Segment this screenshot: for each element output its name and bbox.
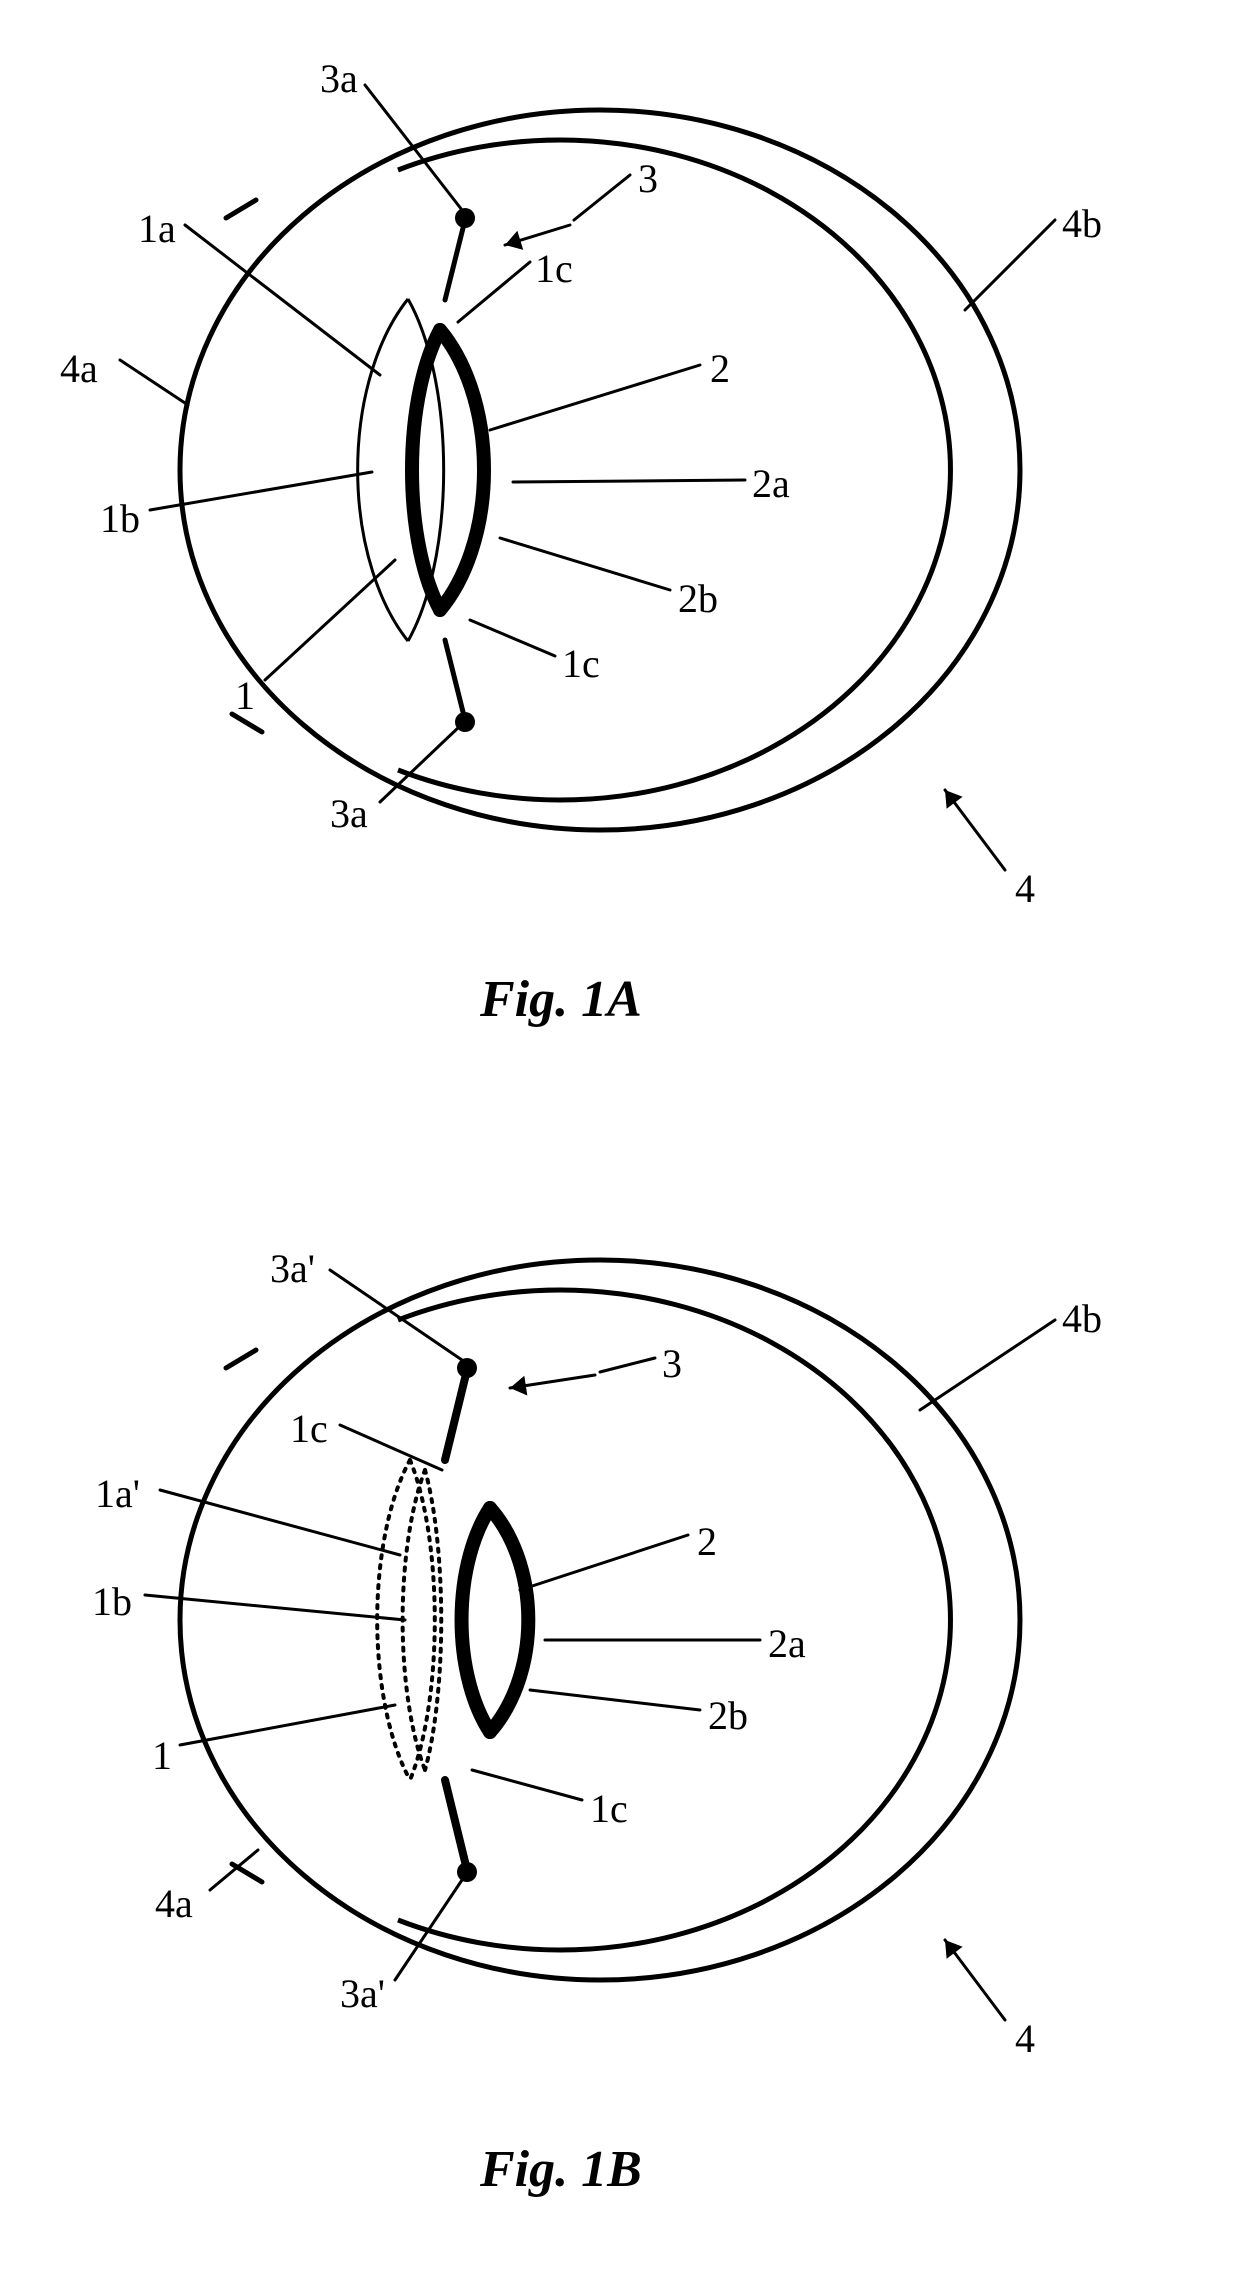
figB-lbl-4b: 4b bbox=[1062, 1295, 1102, 1342]
figB-lbl-3ap-top: 3a' bbox=[270, 1245, 315, 1292]
leader-1c-top bbox=[458, 262, 530, 322]
figB-lbl-4a: 4a bbox=[155, 1880, 193, 1927]
figB-lbl-1: 1 bbox=[152, 1732, 172, 1779]
figB-lbl-2a: 2a bbox=[768, 1620, 806, 1667]
leader-1a bbox=[185, 225, 380, 375]
figB-lbl-4: 4 bbox=[1015, 2015, 1035, 2062]
figA-lbl-1b: 1b bbox=[100, 495, 140, 542]
diagram-svg bbox=[0, 0, 1240, 2274]
figB-caption: Fig. 1B bbox=[480, 2140, 642, 2199]
leader-4b bbox=[920, 1320, 1055, 1410]
figB-lbl-3: 3 bbox=[662, 1340, 682, 1387]
leader-3a-top bbox=[365, 85, 462, 210]
figA-lbl-2: 2 bbox=[710, 345, 730, 392]
figB-lbl-2: 2 bbox=[697, 1518, 717, 1565]
leader-3 bbox=[574, 175, 630, 220]
figB-lbl-1ap: 1a' bbox=[95, 1470, 140, 1517]
leader-2b bbox=[500, 538, 670, 590]
figA-lbl-1a: 1a bbox=[138, 205, 176, 252]
leader-3 bbox=[600, 1358, 655, 1372]
figA-lbl-4a: 4a bbox=[60, 345, 98, 392]
figA-lbl-1c-bot: 1c bbox=[562, 640, 600, 687]
leader-2b bbox=[530, 1690, 700, 1710]
figA-lbl-3a-bot: 3a bbox=[330, 790, 368, 837]
leader-3a-bot bbox=[380, 726, 460, 802]
figA-lbl-4b: 4b bbox=[1062, 200, 1102, 247]
leader-3ap-top bbox=[330, 1270, 462, 1360]
figB-lbl-2b: 2b bbox=[708, 1692, 748, 1739]
figA-lbl-2a: 2a bbox=[752, 460, 790, 507]
figA-caption: Fig. 1A bbox=[480, 970, 642, 1029]
figB-lbl-1c-bot: 1c bbox=[590, 1785, 628, 1832]
leader-1 bbox=[180, 1705, 395, 1745]
figB-lbl-1b: 1b bbox=[92, 1578, 132, 1625]
leader-3ap-bot bbox=[395, 1880, 462, 1980]
figA-lbl-1c-top: 1c bbox=[535, 245, 573, 292]
figB-lbl-1c-top: 1c bbox=[290, 1405, 328, 1452]
leader-4b bbox=[965, 220, 1055, 310]
leader-1 bbox=[265, 560, 395, 680]
figA-lbl-2b: 2b bbox=[678, 575, 718, 622]
leader-1c-bot bbox=[472, 1770, 582, 1800]
leader-1c-top bbox=[340, 1425, 442, 1470]
figA-lbl-1: 1 bbox=[235, 672, 255, 719]
leader-4a bbox=[210, 1850, 258, 1890]
leader-2 bbox=[490, 365, 700, 430]
leader-1b bbox=[145, 1595, 405, 1620]
leader-2a bbox=[513, 480, 745, 482]
figA-lbl-4: 4 bbox=[1015, 865, 1035, 912]
figA-lbl-3a-top: 3a bbox=[320, 55, 358, 102]
leader-1c-bot bbox=[470, 620, 555, 656]
leader-1b bbox=[150, 472, 372, 510]
leader-2 bbox=[520, 1535, 688, 1590]
leader-4a bbox=[120, 360, 188, 405]
figB-lbl-3ap-bot: 3a' bbox=[340, 1970, 385, 2017]
figA-lbl-3: 3 bbox=[638, 155, 658, 202]
